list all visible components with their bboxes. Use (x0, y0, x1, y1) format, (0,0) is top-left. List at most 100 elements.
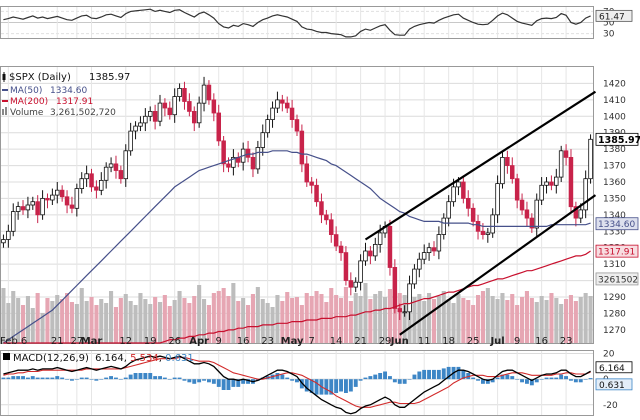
candle-body (554, 176, 559, 186)
macd-histogram-bar (510, 376, 515, 380)
candle (446, 195, 451, 227)
volume-bar (221, 288, 226, 343)
candle-body (162, 102, 168, 109)
macd-histogram-bar (436, 369, 441, 380)
macd-histogram-bar (441, 368, 446, 380)
macd-histogram-bar (525, 379, 529, 384)
candle-body (358, 260, 363, 283)
candle (260, 124, 265, 156)
candle-body (255, 147, 261, 170)
macd-histogram-bar (211, 379, 216, 384)
volume-bar (417, 294, 422, 343)
candle (485, 228, 491, 243)
macd-histogram-bar (167, 379, 172, 380)
candle (573, 201, 579, 227)
candle (563, 144, 569, 166)
candle-body (363, 250, 368, 262)
candle (407, 275, 412, 320)
candle (108, 157, 114, 173)
macd-histogram-bar (515, 379, 520, 380)
macd-histogram-bar (500, 374, 505, 380)
candle (118, 165, 124, 184)
macd-tag-box (595, 361, 633, 374)
volume-bar (79, 288, 84, 343)
macd-histogram-bar (485, 379, 490, 384)
macd-histogram-bar (422, 369, 427, 380)
candle (392, 259, 398, 314)
candle (588, 134, 593, 184)
macd-histogram-bar (241, 379, 246, 384)
candle-body (260, 132, 265, 148)
volume-bar (25, 296, 30, 343)
volume-bar (153, 297, 158, 343)
macd-histogram-bar (246, 379, 250, 384)
candle (294, 114, 300, 136)
candle (470, 203, 476, 227)
price-tick-label: 1360 (603, 178, 626, 188)
candle-body (417, 258, 422, 270)
price-tag-box (595, 217, 639, 231)
candle-body (397, 308, 402, 313)
candle (358, 254, 363, 291)
macd-histogram-bar (1, 377, 6, 380)
rsi-panel: 705030 61.47 (0, 6, 633, 40)
candle (270, 101, 275, 128)
macd-histogram-bar (133, 373, 138, 380)
candle (363, 242, 368, 266)
rsi-tick-label: 50 (603, 19, 615, 29)
macd-histogram-bar (158, 376, 162, 380)
candle (265, 114, 270, 138)
volume-bar (167, 306, 172, 343)
volume-bar (358, 296, 363, 343)
macd-histogram-bar (539, 379, 544, 380)
volume-bar (1, 288, 6, 343)
candle (280, 94, 285, 112)
volume-bar (30, 308, 35, 343)
volume-bar (500, 293, 505, 343)
candle (324, 209, 329, 225)
volume-bar (476, 295, 481, 343)
macd-histogram-bar (559, 374, 564, 380)
candle-body (333, 234, 339, 247)
date-label: 9 (514, 336, 520, 347)
candle-body (30, 201, 35, 206)
candle (35, 195, 40, 224)
candle (1, 234, 6, 248)
candle-body (147, 111, 153, 117)
candle-body (196, 102, 202, 124)
candle-body (55, 189, 60, 196)
candle-body (280, 99, 285, 104)
candle-body (157, 102, 163, 122)
volume-bar (138, 293, 143, 343)
candle (221, 136, 226, 173)
volume-bar (314, 291, 319, 343)
candle-body (226, 163, 231, 168)
volume-bar (392, 286, 397, 343)
date-label: 7 (308, 336, 314, 347)
candle-body (167, 107, 172, 116)
date-label: May (281, 336, 304, 347)
candle (216, 104, 221, 146)
candle (353, 277, 358, 293)
macd-histogram-bar (114, 377, 118, 380)
date-label: Mar (81, 336, 103, 347)
candle (89, 168, 94, 192)
volume-bar (123, 294, 128, 343)
volume-bar (324, 302, 329, 343)
candle-body (402, 311, 407, 314)
macd-histogram-bar (226, 379, 231, 390)
candle-body (152, 111, 158, 122)
legend-ma50-value: 1334.60 (50, 86, 87, 96)
candle (544, 177, 549, 194)
macd-histogram-bar (461, 369, 466, 380)
macd-histogram-bar (207, 379, 211, 383)
volume-bar (456, 294, 461, 343)
macd-histogram-bar (55, 376, 60, 380)
volume-bar (177, 291, 182, 343)
candle-icon (2, 72, 6, 82)
volume-bar (510, 294, 515, 343)
macd-histogram-bar (383, 371, 387, 380)
volume-bar (431, 299, 436, 343)
candle (514, 173, 520, 209)
candle-body (465, 197, 471, 209)
